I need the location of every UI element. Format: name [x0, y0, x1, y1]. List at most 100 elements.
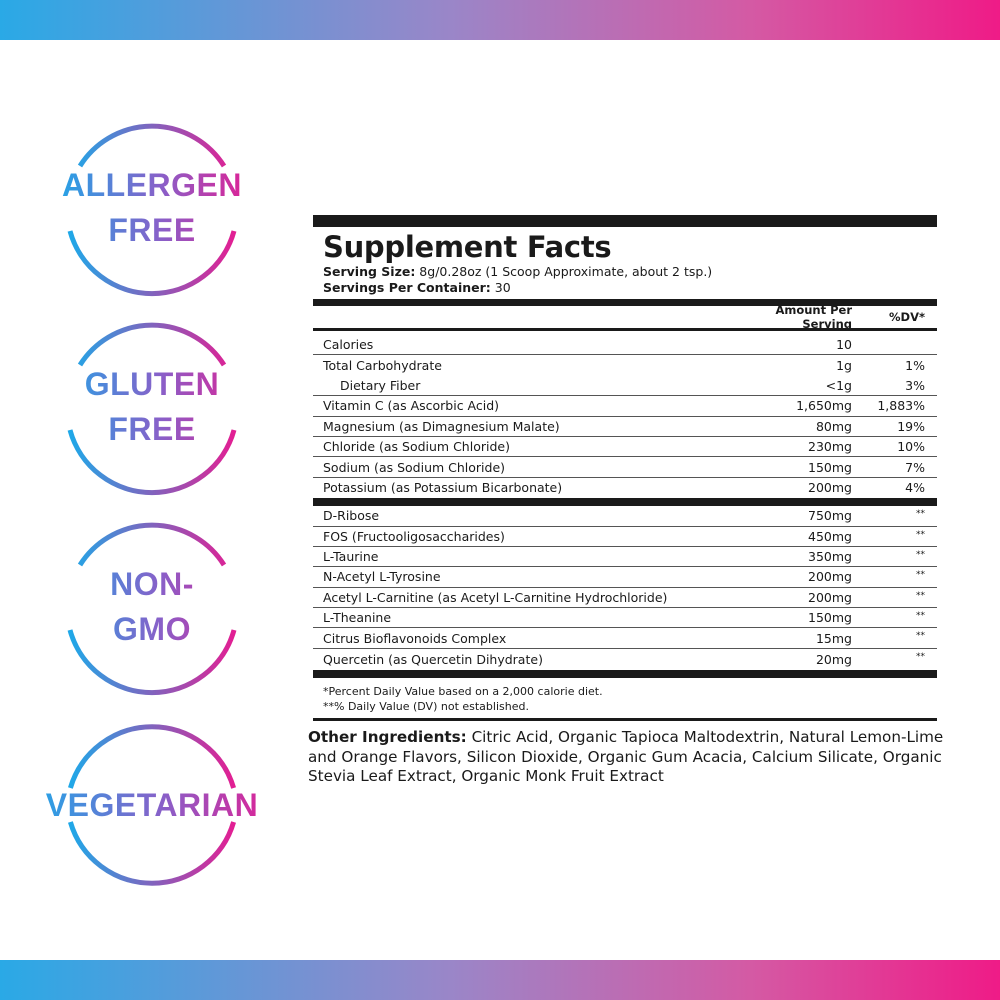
nutrient-name: Magnesium (as Dimagnesium Malate): [323, 418, 560, 434]
badge-vegetarian: VEGETARIAN: [46, 705, 258, 905]
badge-text: NON-: [52, 562, 252, 606]
nutrient-dv: **: [916, 570, 925, 581]
nutrient-name: Acetyl L-Carnitine (as Acetyl L-Carnitin…: [323, 589, 668, 605]
nutrient-name: FOS (Fructooligosaccharides): [323, 528, 505, 544]
table-header: Amount Per Serving %DV*: [313, 303, 937, 331]
table-row: Sodium (as Sodium Chloride) 150mg 7%: [313, 457, 937, 478]
table-row: Potassium (as Potassium Bicarbonate) 200m…: [313, 478, 937, 498]
divider-thick: [313, 670, 937, 679]
divider: [313, 718, 937, 722]
badge-text: FREE: [52, 407, 252, 451]
other-ingredients-label: Other Ingredients:: [308, 728, 467, 746]
nutrient-name: Chloride (as Sodium Chloride): [323, 439, 510, 455]
serving-size-value: 8g/0.28oz (1 Scoop Approximate, about 2 …: [415, 264, 713, 279]
serving-size: Serving Size: 8g/0.28oz (1 Scoop Approxi…: [313, 264, 937, 280]
nutrient-amount: 20mg: [815, 651, 852, 667]
nutrient-dv: 10%: [897, 439, 925, 455]
nutrient-dv: **: [916, 509, 925, 520]
ring-icon: [67, 522, 237, 696]
table-row: Vitamin C (as Ascorbic Acid) 1,650mg 1,883…: [313, 396, 937, 417]
facts-title: Supplement Facts: [323, 230, 612, 264]
nutrient-name: Quercetin (as Quercetin Dihydrate): [323, 651, 543, 667]
nutrient-dv: 19%: [897, 418, 925, 434]
table-row: Calories 10: [313, 335, 937, 356]
table-row: Magnesium (as Dimagnesium Malate) 80mg 19%: [313, 417, 937, 437]
badge-text: VEGETARIAN: [27, 783, 277, 827]
ring-icon: [68, 724, 236, 886]
table-row: Chloride (as Sodium Chloride) 230mg 10%: [313, 437, 937, 458]
nutrient-dv: 1,883%: [877, 398, 925, 414]
nutrient-name: Vitamin C (as Ascorbic Acid): [323, 398, 500, 414]
table-row: Total Carbohydrate 1g 1%: [313, 355, 937, 375]
nutrient-dv: 3%: [905, 377, 925, 393]
supplement-facts-panel: Supplement Facts Serving Size: 8g/0.28oz…: [313, 215, 937, 722]
nutrient-amount: 10: [836, 337, 852, 353]
nutrient-name: L-Theanine: [323, 610, 392, 626]
divider-thick: [313, 215, 937, 227]
nutrient-dv: 4%: [905, 480, 925, 496]
nutrient-name: D-Ribose: [323, 508, 380, 524]
nutrient-dv: **: [916, 611, 925, 622]
nutrient-dv: **: [916, 590, 925, 601]
bottom-gradient-bar: [0, 960, 1000, 1000]
table-row: L-Theanine 150mg **: [313, 608, 937, 629]
nutrient-amount: 150mg: [808, 610, 852, 626]
footnote-not-established: **% Daily Value (DV) not established.: [323, 700, 529, 714]
nutrient-name: Dietary Fiber: [340, 377, 421, 393]
nutrient-amount: <1g: [825, 377, 852, 393]
table-row: L-Taurine 350mg **: [313, 547, 937, 568]
amount-header: Amount Per Serving: [775, 303, 852, 331]
nutrient-name: Sodium (as Sodium Chloride): [323, 459, 506, 475]
nutrient-amount: 350mg: [808, 549, 852, 565]
nutrient-dv: **: [916, 529, 925, 540]
nutrient-name: Total Carbohydrate: [323, 358, 442, 374]
badge-text: FREE: [52, 208, 252, 252]
badge-nongmo: NON- GMO: [52, 505, 252, 705]
table-row: Citrus Bioflavonoids Complex 15mg **: [313, 628, 937, 649]
nutrient-name: L-Taurine: [323, 549, 379, 565]
table-row: FOS (Fructooligosaccharides) 450mg **: [313, 527, 937, 547]
nutrient-dv: 7%: [905, 459, 925, 475]
nutrient-dv: 1%: [905, 358, 925, 374]
dv-header: %DV*: [889, 310, 925, 324]
divider-thick: [313, 299, 937, 306]
nutrient-amount: 230mg: [808, 439, 852, 455]
nutrient-dv: **: [916, 549, 925, 560]
table-row: D-Ribose 750mg **: [313, 506, 937, 527]
table-row: Acetyl L-Carnitine (as Acetyl L-Carnitin…: [313, 588, 937, 609]
nutrient-dv: **: [916, 651, 925, 662]
nutrient-dv: **: [916, 631, 925, 642]
nutrient-name: Citrus Bioflavonoids Complex: [323, 630, 507, 646]
nutrient-amount: 200mg: [808, 589, 852, 605]
other-ingredients: Other Ingredients: Citric Acid, Organic …: [308, 728, 958, 787]
ring-icon: [67, 322, 237, 496]
servings-per-container: Servings Per Container: 30: [313, 280, 937, 296]
table-row: N-Acetyl L-Tyrosine 200mg **: [313, 567, 937, 588]
nutrient-amount: 200mg: [808, 480, 852, 496]
servings-label: Servings Per Container:: [323, 279, 491, 295]
table-row: Dietary Fiber <1g 3%: [313, 376, 937, 397]
nutrient-amount: 1g: [836, 358, 852, 374]
nutrient-amount: 150mg: [808, 459, 852, 475]
nutrient-name: N-Acetyl L-Tyrosine: [323, 569, 441, 585]
divider-thick: [313, 498, 937, 507]
other-ingredients-text: Citric Acid, Organic Tapioca Maltodextri…: [308, 728, 944, 785]
servings-value: 30: [490, 279, 511, 295]
footnotes: *Percent Daily Value based on a 2,000 ca…: [313, 678, 937, 718]
top-gradient-bar: [0, 0, 1000, 40]
serving-size-label: Serving Size:: [323, 264, 416, 279]
ring-icon: [67, 123, 237, 297]
nutrient-amount: 1,650mg: [796, 398, 852, 414]
nutrient-name: Potassium (as Potassium Bicarbonate): [323, 480, 563, 496]
footnote-dv: *Percent Daily Value based on a 2,000 ca…: [323, 685, 603, 699]
badge-text: GLUTEN: [52, 362, 252, 406]
nutrient-name: Calories: [323, 337, 374, 353]
nutrient-amount: 750mg: [808, 508, 852, 524]
nutrient-amount: 200mg: [808, 569, 852, 585]
nutrient-amount: 15mg: [815, 630, 852, 646]
nutrient-amount: 450mg: [808, 528, 852, 544]
badge-text: GMO: [52, 607, 252, 651]
nutrient-amount: 80mg: [815, 418, 852, 434]
badge-glutenfree: GLUTEN FREE: [52, 305, 252, 505]
badge-text: ALLERGEN: [52, 163, 252, 207]
